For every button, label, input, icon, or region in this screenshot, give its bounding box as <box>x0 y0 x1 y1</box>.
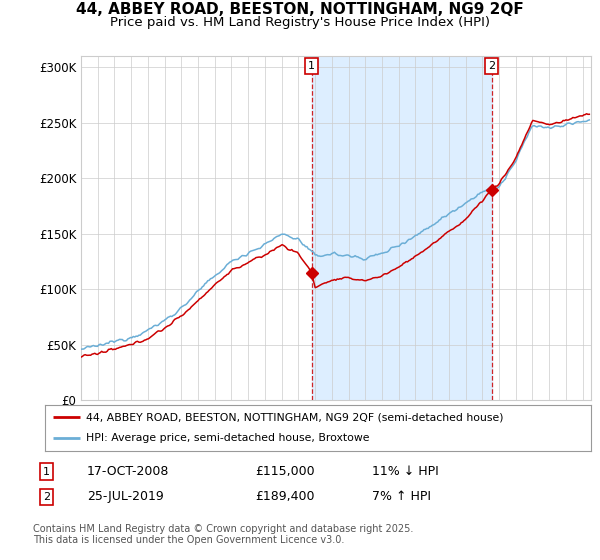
Text: 11% ↓ HPI: 11% ↓ HPI <box>372 465 439 478</box>
Bar <box>312 56 491 400</box>
Text: 44, ABBEY ROAD, BEESTON, NOTTINGHAM, NG9 2QF (semi-detached house): 44, ABBEY ROAD, BEESTON, NOTTINGHAM, NG9… <box>86 412 503 422</box>
Text: 44, ABBEY ROAD, BEESTON, NOTTINGHAM, NG9 2QF: 44, ABBEY ROAD, BEESTON, NOTTINGHAM, NG9… <box>76 2 524 17</box>
Text: HPI: Average price, semi-detached house, Broxtowe: HPI: Average price, semi-detached house,… <box>86 433 370 444</box>
Text: 1: 1 <box>308 61 315 71</box>
Text: Price paid vs. HM Land Registry's House Price Index (HPI): Price paid vs. HM Land Registry's House … <box>110 16 490 29</box>
Text: 2: 2 <box>43 492 50 502</box>
Text: 25-JUL-2019: 25-JUL-2019 <box>87 490 164 503</box>
Text: 2: 2 <box>488 61 495 71</box>
Text: 7% ↑ HPI: 7% ↑ HPI <box>372 490 431 503</box>
Text: £189,400: £189,400 <box>255 490 314 503</box>
Text: 17-OCT-2008: 17-OCT-2008 <box>87 465 169 478</box>
Text: 1: 1 <box>43 466 50 477</box>
Text: £115,000: £115,000 <box>255 465 314 478</box>
Text: Contains HM Land Registry data © Crown copyright and database right 2025.
This d: Contains HM Land Registry data © Crown c… <box>33 524 413 545</box>
